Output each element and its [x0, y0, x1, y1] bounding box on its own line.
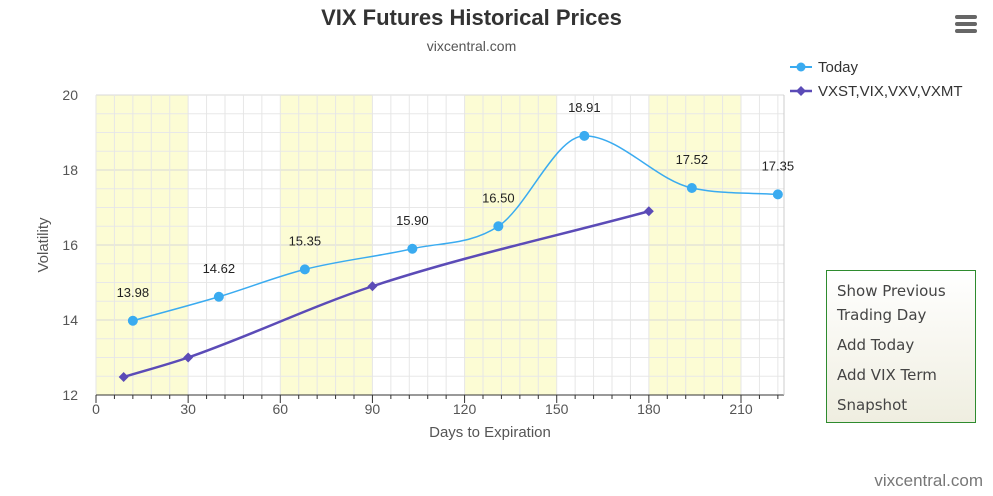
chart-title: VIX Futures Historical Prices — [321, 5, 622, 30]
circle-point[interactable] — [493, 221, 504, 232]
x-tick-label: 210 — [729, 401, 753, 417]
legend-label-today: Today — [818, 58, 859, 76]
y-tick-label: 16 — [62, 237, 78, 253]
circle-point[interactable] — [299, 264, 310, 275]
circle-point[interactable] — [127, 315, 138, 326]
legend: Today VXST,VIX,VXV,VXMT — [790, 55, 963, 103]
x-tick-label: 120 — [453, 401, 477, 417]
y-tick-label: 20 — [62, 87, 78, 103]
x-tick-label: 30 — [180, 401, 196, 417]
series-line-1 — [123, 210, 650, 379]
x-tick-label: 180 — [637, 401, 661, 417]
axes: 0 30 60 90 120 150 180 210 12 14 16 18 20 — [62, 87, 785, 417]
y-tick-label: 12 — [62, 387, 78, 403]
chart-subtitle: vixcentral.com — [426, 38, 517, 54]
circle-point[interactable] — [686, 183, 697, 193]
hamburger-menu-icon[interactable] — [955, 15, 981, 37]
diamond-point[interactable] — [183, 352, 194, 363]
snapshot-button[interactable]: Snapshot — [837, 396, 908, 414]
x-tick-label: 60 — [272, 401, 288, 417]
circle-point[interactable] — [407, 243, 418, 254]
series-line-0 — [132, 135, 778, 322]
data-label: 18.91 — [568, 100, 601, 115]
credit-link[interactable]: vixcentral.com — [874, 471, 983, 490]
data-label: 15.90 — [396, 213, 429, 228]
series-layer — [118, 130, 783, 382]
data-label: 17.52 — [676, 152, 709, 167]
circle-marker-icon — [790, 62, 812, 72]
x-tick-label: 90 — [365, 401, 381, 417]
circle-point[interactable] — [213, 291, 224, 302]
show-previous-trading-day-button[interactable]: Show Previous Trading Day — [837, 282, 946, 324]
diamond-point[interactable] — [118, 372, 129, 382]
diamond-marker-icon — [790, 86, 812, 96]
data-label: 14.62 — [203, 261, 236, 276]
circle-point[interactable] — [772, 189, 783, 200]
legend-item-today[interactable]: Today — [790, 55, 963, 79]
x-tick-label: 150 — [545, 401, 569, 417]
data-label: 16.50 — [482, 190, 515, 205]
add-today-button[interactable]: Add Today — [837, 336, 915, 354]
diamond-point[interactable] — [367, 281, 378, 292]
data-label: 15.35 — [289, 233, 322, 248]
data-labels: 13.98 14.62 15.35 15.90 16.50 18.91 17.52 17.35 — [117, 100, 795, 300]
add-vix-term-button[interactable]: Add VIX Term — [837, 366, 937, 384]
diamond-point[interactable] — [643, 206, 654, 217]
x-axis-title: Days to Expiration — [429, 424, 551, 441]
legend-label-vx-term: VXST,VIX,VXV,VXMT — [818, 82, 963, 100]
legend-item-vx-term[interactable]: VXST,VIX,VXV,VXMT — [790, 79, 963, 103]
y-axis-title: Volatility — [35, 217, 52, 273]
x-tick-label: 0 — [92, 401, 100, 417]
circle-point[interactable] — [579, 130, 590, 141]
data-label: 17.35 — [762, 158, 795, 173]
side-panel: Show Previous Trading Day Add Today Add … — [826, 270, 976, 423]
y-tick-label: 14 — [62, 312, 78, 328]
y-tick-label: 18 — [62, 162, 78, 178]
data-label: 13.98 — [117, 285, 150, 300]
